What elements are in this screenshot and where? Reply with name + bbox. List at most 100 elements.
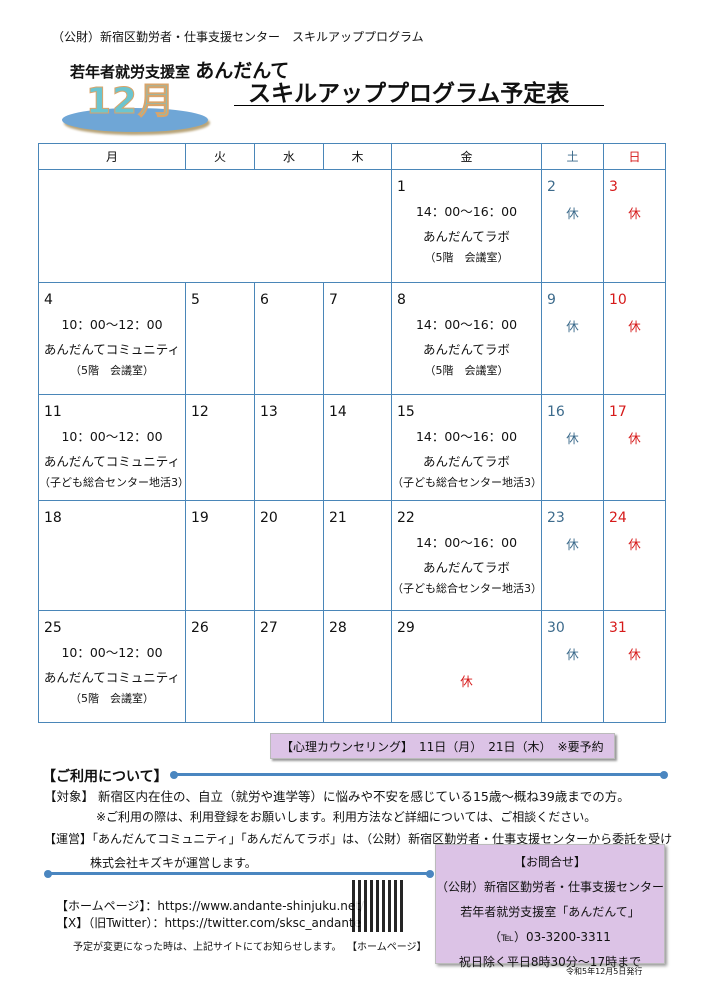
event-time: 10：00～12：00 [61, 429, 163, 444]
day-number: 29 [397, 620, 415, 636]
event-name: あんだんてコミュニティ [43, 454, 181, 469]
usage-operation: 【運営】「あんだんてコミュニティ」「あんだんてラボ」は、（公財）新宿区勤労者・仕… [44, 832, 673, 846]
divider-line [48, 872, 430, 875]
issued-date: 令和5年12月5日発行 [566, 967, 643, 976]
closed-label: 休 [460, 674, 473, 689]
calendar-day-cell: 6 [254, 282, 324, 395]
calendar-day-cell: 5 [185, 282, 255, 395]
calendar-day-cell: 15 14：00～16：00 あんだんてラボ （子ども総合センター地活3） [391, 394, 542, 501]
office-name: 若年者就労支援室 あんだんて [70, 56, 289, 83]
day-number: 2 [547, 179, 556, 195]
day-number: 14 [329, 404, 347, 420]
calendar-table: 月火水木金土日 1 14：00～16：00 あんだんてラボ （5階 会議室） 2 休 3 休 4… [38, 143, 666, 723]
contact-hours: 祝日除く平日8時30分～17時まで [458, 955, 642, 969]
page-title: スキルアッププログラム予定表 [248, 81, 570, 107]
weekday-header: 水 [254, 143, 324, 170]
title-underline [234, 105, 604, 106]
weekday-header: 金 [391, 143, 542, 170]
day-number: 1 [397, 179, 406, 195]
day-number: 4 [44, 292, 53, 308]
day-number: 17 [609, 404, 627, 420]
closed-label: 休 [566, 319, 579, 334]
weekday-header: 日 [603, 143, 666, 170]
closed-label: 休 [628, 537, 641, 552]
day-number: 27 [260, 620, 278, 636]
day-number: 20 [260, 510, 278, 526]
event-room: （子ども総合センター地活3） [392, 582, 542, 595]
calendar-day-cell: 7 [323, 282, 392, 395]
day-number: 25 [44, 620, 62, 636]
event-time: 14：00～16：00 [415, 204, 518, 219]
calendar-day-cell: 18 [38, 500, 186, 611]
counseling-box: 【心理カウンセリング】 11日（月） 21日（木） ※要予約 [270, 733, 615, 759]
calendar-day-cell: 25 10：00～12：00 あんだんてコミュニティ （5階 会議室） [38, 610, 186, 723]
day-number: 19 [191, 510, 209, 526]
weekday-header: 木 [323, 143, 392, 170]
day-number: 18 [44, 510, 62, 526]
contact-box: 【お問合せ】 （公財）新宿区勤労者・仕事支援センター 若年者就労支援室「あんだん… [435, 844, 665, 969]
divider-dot [660, 771, 668, 779]
event-time: 10：00～12：00 [61, 645, 163, 660]
qr-code-image[interactable] [352, 880, 404, 932]
closed-label: 休 [628, 647, 641, 662]
day-number: 10 [609, 292, 627, 308]
org-header: （公財）新宿区勤労者・仕事支援センター スキルアッププログラム [52, 30, 424, 44]
contact-heading: 【お問合せ】 [513, 855, 586, 869]
calendar-day-cell: 26 [185, 610, 255, 723]
day-number: 7 [329, 292, 338, 308]
calendar-day-cell: 12 [185, 394, 255, 501]
usage-note: ※ご利用の際は、利用登録をお願いします。利用方法など詳細については、ご相談くださ… [96, 810, 597, 824]
day-number: 31 [609, 620, 627, 636]
calendar-day-cell: 21 [323, 500, 392, 611]
x-link[interactable]: 【X】（旧Twitter）：https://twitter.com/sksc_a… [56, 916, 362, 930]
calendar-day-cell: 8 14：00～16：00 あんだんてラボ （5階 会議室） [391, 282, 542, 395]
calendar-day-cell: 4 10：00～12：00 あんだんてコミュニティ （5階 会議室） [38, 282, 186, 395]
office-label: 若年者就労支援室 [70, 63, 191, 81]
contact-org: （公財）新宿区勤労者・仕事支援センター [436, 880, 665, 894]
event-name: あんだんてコミュニティ [43, 670, 181, 685]
calendar-day-cell: 11 10：00～12：00 あんだんてコミュニティ （子ども総合センター地活3） [38, 394, 189, 501]
calendar-day-cell: 24 休 [603, 500, 666, 611]
day-number: 8 [397, 292, 406, 308]
calendar-week-row: 25 10：00～12：00 あんだんてコミュニティ （5階 会議室） 26 27 28 29… [38, 610, 666, 723]
calendar-day-cell: 22 14：00～16：00 あんだんてラボ （子ども総合センター地活3） [391, 500, 542, 611]
day-number: 6 [260, 292, 269, 308]
closed-label: 休 [566, 206, 579, 221]
calendar-day-cell: 16 休 [541, 394, 604, 501]
calendar-day-cell: 13 [254, 394, 324, 501]
divider-line [174, 773, 664, 776]
day-number: 26 [191, 620, 209, 636]
qr-label: 【ホームページ】 [347, 942, 427, 953]
day-number: 15 [397, 404, 415, 420]
weekday-header: 火 [185, 143, 255, 170]
day-number: 22 [397, 510, 415, 526]
day-number: 28 [329, 620, 347, 636]
contact-tel: （℡）03-3200-3311 [489, 930, 611, 944]
calendar-day-cell [38, 169, 392, 283]
closed-label: 休 [566, 647, 579, 662]
day-number: 23 [547, 510, 565, 526]
event-name: あんだんてラボ [423, 229, 510, 244]
event-time: 10：00～12：00 [61, 317, 163, 332]
closed-label: 休 [628, 431, 641, 446]
closed-label: 休 [566, 537, 579, 552]
brand-name: あんだんて [195, 60, 290, 82]
calendar-day-cell: 14 [323, 394, 392, 501]
event-time: 14：00～16：00 [415, 429, 518, 444]
month-ellipse-decoration [62, 108, 208, 132]
change-notice: 予定が変更になった時は、上記サイトにてお知らせします。 [73, 942, 342, 953]
homepage-link[interactable]: 【ホームページ】：https://www.andante-shinjuku.ne… [56, 899, 364, 913]
calendar-day-cell: 27 [254, 610, 324, 723]
usage-heading: 【ご利用について】 [42, 769, 168, 785]
calendar-day-cell: 20 [254, 500, 324, 611]
weekday-header: 土 [541, 143, 604, 170]
divider-dot [426, 870, 434, 878]
calendar-day-cell: 30 休 [541, 610, 604, 723]
contact-office: 若年者就労支援室「あんだんて」 [460, 905, 640, 919]
event-room: （子ども総合センター地活3） [392, 476, 542, 489]
event-room: （5階 会議室） [424, 251, 509, 264]
calendar-week-row: 1 14：00～16：00 あんだんてラボ （5階 会議室） 2 休 3 休 [38, 169, 666, 283]
calendar-week-row: 4 10：00～12：00 あんだんてコミュニティ （5階 会議室） 5 6 7 8 14：00… [38, 282, 666, 395]
